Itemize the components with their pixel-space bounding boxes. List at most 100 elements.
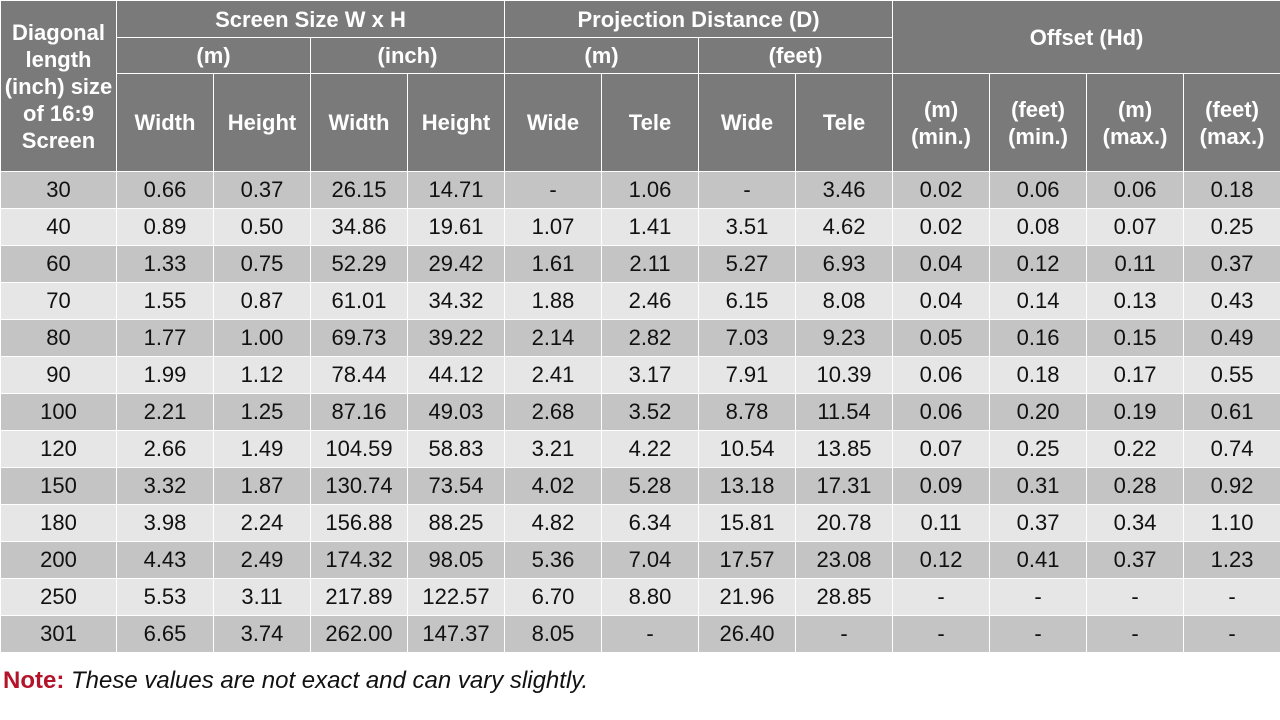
header-distance-m: (m) [504, 37, 699, 74]
row-diagonal-cell: 150 [0, 467, 117, 505]
table-cell: 28.85 [794, 578, 894, 616]
table-row: 180 3.98 2.24 156.88 88.25 4.82 6.34 15.81 20.78… [0, 504, 1280, 542]
table-cell: - [1183, 578, 1280, 616]
table-cell: 0.89 [116, 208, 214, 246]
table-cell: 130.74 [310, 467, 408, 505]
row-diagonal-cell: 80 [0, 319, 117, 357]
table-cell: 262.00 [310, 615, 408, 653]
table-cell: 1.06 [601, 171, 699, 209]
table-cell: 0.37 [213, 171, 311, 209]
row-diagonal-cell: 100 [0, 393, 117, 431]
table-cell: - [1183, 615, 1280, 653]
table-row: 200 4.43 2.49 174.32 98.05 5.36 7.04 17.57 23.08… [0, 541, 1280, 579]
table-cell: 2.24 [213, 504, 311, 542]
table-cell: 87.16 [310, 393, 408, 431]
table-cell: 0.20 [989, 393, 1088, 431]
table-cell: 0.74 [1183, 430, 1280, 468]
table-cell: 8.78 [698, 393, 796, 431]
table-cell: 1.88 [504, 282, 602, 320]
table-row: 120 2.66 1.49 104.59 58.83 3.21 4.22 10.54 13.85… [0, 430, 1280, 468]
table-cell: 19.61 [407, 208, 505, 246]
table-cell: 6.15 [698, 282, 796, 320]
table-cell: - [504, 171, 602, 209]
table-cell: 4.82 [504, 504, 602, 542]
table-cell: 0.37 [989, 504, 1088, 542]
table-cell: 52.29 [310, 245, 408, 283]
header-width-m: Width [116, 73, 214, 172]
table-cell: - [601, 615, 699, 653]
table-cell: 0.11 [1086, 245, 1185, 283]
table-cell: 0.31 [989, 467, 1088, 505]
row-diagonal-cell: 120 [0, 430, 117, 468]
table-cell: 69.73 [310, 319, 408, 357]
table-cell: 1.61 [504, 245, 602, 283]
table-cell: 10.54 [698, 430, 796, 468]
table-cell: 217.89 [310, 578, 408, 616]
table-header: Diagonal length (inch) size of 16:9 Scre… [0, 0, 1280, 172]
table-row: 60 1.33 0.75 52.29 29.42 1.61 2.11 5.27 6.93 0.04… [0, 245, 1280, 283]
table-cell: 17.31 [794, 467, 894, 505]
header-offset-feet-min: (feet) (min.) [989, 73, 1088, 172]
table-cell: 9.23 [794, 319, 894, 357]
table-row: 250 5.53 3.11 217.89 122.57 6.70 8.80 21.96 28.8… [0, 578, 1280, 616]
table-cell: 7.91 [698, 356, 796, 394]
table-cell: 61.01 [310, 282, 408, 320]
table-cell: 1.25 [213, 393, 311, 431]
table-cell: 0.04 [892, 282, 991, 320]
table-cell: 17.57 [698, 541, 796, 579]
table-cell: 0.61 [1183, 393, 1280, 431]
table-cell: 0.07 [892, 430, 991, 468]
table-cell: 73.54 [407, 467, 505, 505]
table-cell: 147.37 [407, 615, 505, 653]
table-cell: 98.05 [407, 541, 505, 579]
table-cell: 2.21 [116, 393, 214, 431]
table-cell: 58.83 [407, 430, 505, 468]
table-cell: 2.66 [116, 430, 214, 468]
table-cell: 0.92 [1183, 467, 1280, 505]
table-cell: 0.11 [892, 504, 991, 542]
table-cell: 3.46 [794, 171, 894, 209]
table-cell: 44.12 [407, 356, 505, 394]
table-cell: 21.96 [698, 578, 796, 616]
row-diagonal-cell: 301 [0, 615, 117, 653]
header-wide-m: Wide [504, 73, 602, 172]
table-cell: 0.06 [989, 171, 1088, 209]
table-cell: 0.49 [1183, 319, 1280, 357]
header-projection-distance: Projection Distance (D) [503, 0, 894, 38]
table-cell: 174.32 [310, 541, 408, 579]
table-cell: 0.02 [892, 171, 991, 209]
table-cell: 0.75 [213, 245, 311, 283]
table-cell: - [892, 615, 991, 653]
header-tele-m: Tele [601, 73, 699, 172]
table-cell: 0.05 [892, 319, 991, 357]
table-cell: 34.32 [407, 282, 505, 320]
table-cell: 14.71 [407, 171, 505, 209]
table-cell: 0.25 [1183, 208, 1280, 246]
table-cell: 78.44 [310, 356, 408, 394]
row-diagonal-cell: 90 [0, 356, 117, 394]
row-diagonal-cell: 40 [0, 208, 117, 246]
table-cell: 1.99 [116, 356, 214, 394]
table-cell: 23.08 [794, 541, 894, 579]
table-cell: 0.50 [213, 208, 311, 246]
table-cell: 2.49 [213, 541, 311, 579]
table-cell: 0.09 [892, 467, 991, 505]
table-cell: - [794, 615, 894, 653]
table-cell: 0.06 [892, 356, 991, 394]
table-cell: - [1086, 578, 1185, 616]
note: Note: These values are not exact and can… [3, 667, 588, 695]
table-cell: - [892, 578, 991, 616]
table-cell: 2.68 [504, 393, 602, 431]
table-cell: 5.28 [601, 467, 699, 505]
table-cell: 1.41 [601, 208, 699, 246]
projection-spec-table: Diagonal length (inch) size of 16:9 Scre… [0, 0, 1280, 653]
header-height-inch: Height [407, 73, 505, 172]
table-cell: 0.25 [989, 430, 1088, 468]
table-cell: 1.87 [213, 467, 311, 505]
table-cell: 1.77 [116, 319, 214, 357]
row-diagonal-cell: 250 [0, 578, 117, 616]
table-cell: 20.78 [794, 504, 894, 542]
table-cell: 0.02 [892, 208, 991, 246]
table-cell: 1.07 [504, 208, 602, 246]
table-cell: 88.25 [407, 504, 505, 542]
